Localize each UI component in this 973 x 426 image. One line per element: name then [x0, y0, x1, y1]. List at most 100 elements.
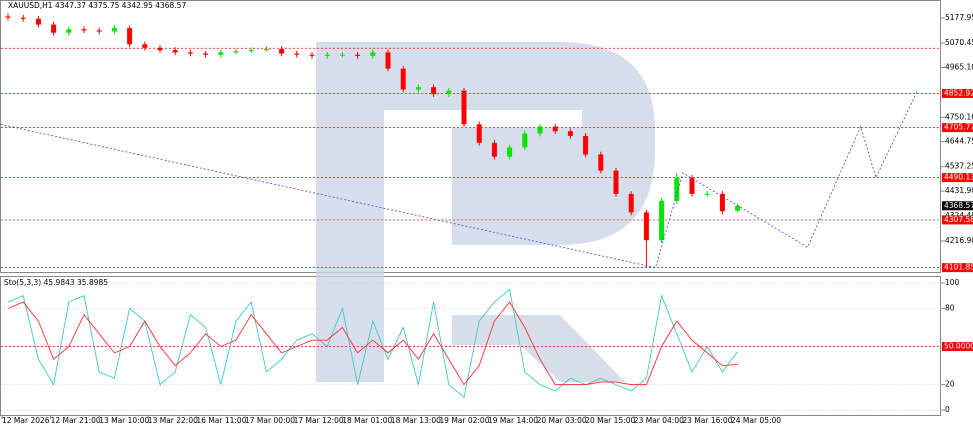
level-label: 4705.77 — [944, 123, 973, 132]
candle-body — [157, 47, 163, 51]
candle-body — [339, 54, 345, 56]
level-label: 4490.13 — [944, 173, 973, 182]
y-tick-label: 100 — [945, 278, 960, 287]
candle-body — [583, 135, 589, 155]
x-tick-label: 13 Mar 22:00 — [148, 416, 198, 425]
candle-body — [233, 51, 239, 53]
price-label: 4368.57 — [944, 201, 973, 210]
x-tick-label: 19 Mar 02:00 — [439, 416, 489, 425]
candle-body — [127, 28, 133, 45]
x-tick-label: 12 Mar 2026 — [2, 416, 50, 425]
candle-body — [142, 44, 148, 48]
x-tick-label: 18 Mar 01:00 — [342, 416, 392, 425]
y-tick-label: 4644.75 — [945, 137, 973, 146]
main-value: 45.9843 — [44, 278, 75, 287]
x-tick-label: 23 Mar 04:00 — [634, 416, 684, 425]
x-tick-label: 17 Mar 00:00 — [245, 416, 295, 425]
x-tick-label: 20 Mar 03:00 — [537, 416, 587, 425]
candle-body — [643, 212, 649, 241]
candle-body — [309, 54, 315, 56]
x-tick-label: 24 Mar 05:00 — [731, 416, 781, 425]
symbol: XAUUSD,H1 — [8, 1, 53, 10]
candle-body — [552, 126, 558, 132]
level-label: 4307.58 — [944, 215, 973, 224]
candle-body — [719, 193, 725, 212]
x-tick-label: 13 Mar 10:00 — [99, 416, 149, 425]
y-tick-label: 5177.95 — [945, 13, 973, 22]
x-tick-label: 20 Mar 15:00 — [585, 416, 635, 425]
candle-body — [218, 52, 224, 55]
candle-body — [507, 147, 513, 157]
low: 4342.95 — [122, 1, 153, 10]
y-tick-label: 4216.90 — [945, 236, 973, 245]
candle-body — [704, 193, 710, 195]
candle-body — [324, 54, 330, 56]
candle-body — [51, 24, 57, 33]
candle-body — [613, 170, 619, 194]
candle-body — [96, 30, 102, 32]
level-label-box — [942, 88, 973, 98]
y-tick-label: 4750.10 — [945, 112, 973, 121]
candle-body — [203, 53, 209, 55]
level-label: 4101.85 — [944, 263, 973, 272]
candle-body — [567, 131, 573, 136]
candle-body — [689, 177, 695, 194]
candle-body — [659, 200, 665, 241]
candle-body — [537, 126, 543, 134]
candle-body — [415, 87, 421, 90]
level-label: 4852.92 — [944, 88, 973, 97]
candle-body — [187, 52, 193, 54]
candle-body — [598, 154, 604, 171]
x-tick-label: 19 Mar 14:00 — [488, 416, 538, 425]
y-tick-label: 80 — [945, 303, 955, 312]
x-tick-label: 18 Mar 13:00 — [391, 416, 441, 425]
candle-body — [81, 29, 87, 31]
level-label-box — [942, 123, 973, 133]
candle-body — [735, 205, 741, 211]
candle-body — [674, 177, 680, 201]
candle-body — [446, 90, 452, 95]
candle-body — [355, 54, 361, 56]
candle-body — [491, 142, 497, 157]
candle-body — [461, 90, 467, 125]
candle-body — [522, 133, 528, 148]
candle-body — [66, 29, 72, 33]
candle-body — [476, 124, 482, 143]
level-label-box — [942, 215, 973, 225]
level-label-box — [942, 263, 973, 273]
y-tick-label: 0 — [945, 405, 950, 414]
open: 4347.37 — [55, 1, 86, 10]
x-tick-label: 17 Mar 12:00 — [294, 416, 344, 425]
candle-body — [20, 17, 26, 19]
indicator: Sto(5,3,3) — [4, 278, 41, 287]
stoch-pane — [0, 276, 941, 416]
level-label: 50.0000 — [944, 342, 973, 351]
candle-body — [172, 50, 178, 53]
candle-body — [279, 48, 285, 54]
price-label-box — [942, 201, 973, 211]
candle-body — [35, 18, 41, 25]
candle-body — [628, 193, 634, 213]
high: 4375.75 — [88, 1, 119, 10]
candle-body — [431, 87, 437, 95]
candle-body — [263, 48, 269, 51]
stoch-title: Sto(5,3,3) 45.9843 35.8985 — [4, 278, 108, 287]
candle-body — [370, 52, 376, 56]
candle-body — [294, 53, 300, 55]
y-tick-label: 5070.45 — [945, 38, 973, 47]
stoch-line — [7, 288, 738, 399]
y-tick-label: 4537.25 — [945, 162, 973, 171]
candle-body — [248, 50, 254, 52]
y-tick-label: 20 — [945, 380, 955, 389]
x-tick-label: 12 Mar 21:00 — [51, 416, 101, 425]
candle-body — [400, 68, 406, 90]
signal-value: 35.8985 — [77, 278, 108, 287]
candle-body — [5, 16, 11, 18]
candle-body — [111, 28, 117, 32]
x-tick-label: 23 Mar 16:00 — [682, 416, 732, 425]
y-tick-label: 4431.90 — [945, 186, 973, 195]
x-tick-label: 16 Mar 11:00 — [196, 416, 246, 425]
level-label-box — [942, 342, 973, 352]
watermark — [316, 42, 655, 382]
